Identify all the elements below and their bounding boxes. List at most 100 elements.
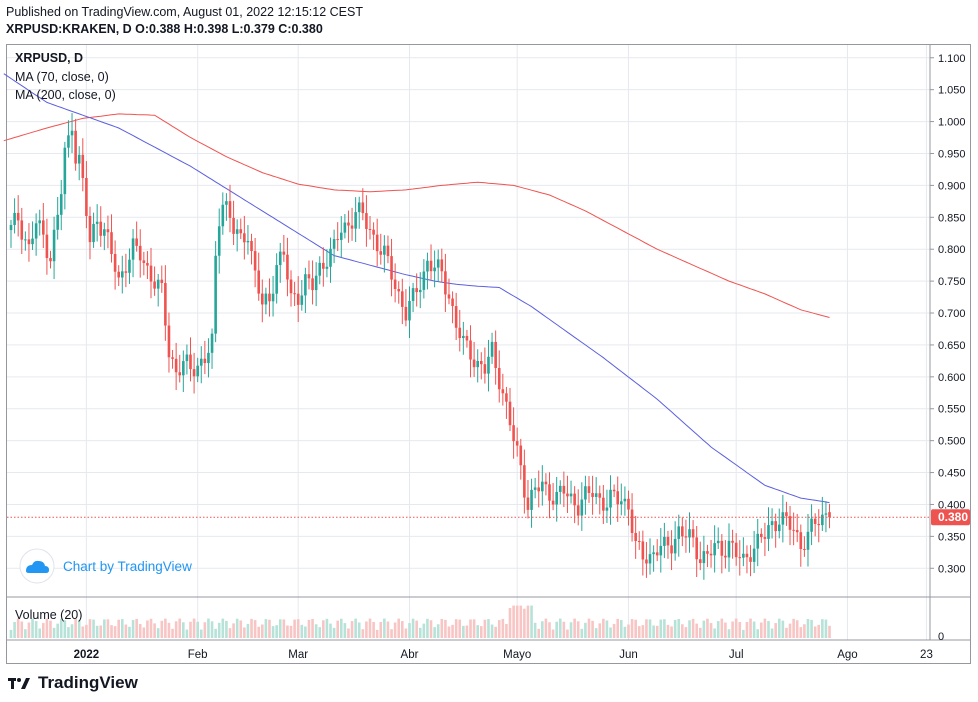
- volume-bar: [462, 625, 465, 638]
- volume-bar: [777, 618, 781, 638]
- candle-body: [329, 248, 332, 267]
- volume-bar: [666, 624, 670, 638]
- volume-bar: [203, 622, 207, 638]
- candle-body: [472, 359, 476, 368]
- candle-body: [246, 240, 250, 243]
- volume-bar: [45, 618, 49, 638]
- volume-bar: [74, 618, 77, 638]
- candle-body: [573, 493, 576, 506]
- candle-body: [580, 499, 584, 516]
- volume-bar: [530, 605, 533, 638]
- candle-body: [386, 245, 390, 257]
- x-tick-label: 2022: [74, 649, 100, 661]
- volume-bar: [630, 619, 634, 638]
- candle-body: [203, 358, 207, 364]
- candle-body: [196, 365, 199, 377]
- x-tick-label: Feb: [188, 649, 208, 661]
- candle-body: [702, 551, 706, 564]
- volume-bar: [408, 623, 411, 638]
- price-axis[interactable]: 0.300 0.350 0.400 0.450 0.500 0.550 0.600 0.650…: [930, 53, 966, 643]
- candle-body: [469, 340, 472, 360]
- volume-bar: [483, 619, 487, 638]
- candle-body: [13, 212, 16, 225]
- candle-body: [810, 518, 813, 532]
- candle-body: [411, 288, 415, 301]
- candle-body: [641, 541, 645, 560]
- candle-body: [235, 229, 239, 234]
- candle-body: [27, 239, 31, 245]
- volume-bar: [673, 619, 677, 638]
- volume-bar: [196, 621, 199, 638]
- volume-bar: [253, 620, 257, 638]
- candle-body: [322, 262, 325, 269]
- volume-bar: [788, 623, 792, 638]
- volume-bar: [742, 629, 745, 638]
- volume-bar: [27, 622, 31, 638]
- volume-bar: [329, 623, 332, 638]
- volume-bar: [142, 627, 146, 638]
- candle-body: [760, 533, 763, 538]
- volume-bar: [562, 621, 566, 638]
- y-tick-label: 0.600: [938, 372, 966, 384]
- candle-body: [440, 259, 444, 272]
- candle-body: [390, 256, 393, 280]
- volume-bar: [199, 629, 203, 638]
- last-price-label: 0.380: [938, 510, 968, 524]
- candle-body: [77, 154, 81, 164]
- candle-body: [214, 255, 217, 334]
- candle-body: [286, 254, 289, 280]
- watermark[interactable]: Chart by TradingView: [19, 548, 192, 584]
- candle-body: [487, 356, 490, 374]
- candle-body: [135, 238, 138, 246]
- candle-body: [314, 275, 318, 291]
- volume-bar: [131, 620, 135, 638]
- candle-body: [605, 507, 609, 511]
- candle-body: [95, 221, 99, 224]
- volume-bar: [684, 627, 688, 638]
- volume-bar: [609, 627, 612, 638]
- candle-body: [311, 278, 314, 291]
- candle-body: [120, 271, 124, 278]
- candle-body: [383, 245, 386, 255]
- volume-bar: [688, 620, 691, 638]
- volume-bar: [189, 621, 192, 638]
- candle-body: [695, 537, 698, 560]
- candle-body: [372, 229, 375, 235]
- candle-body: [182, 361, 185, 376]
- candle-body: [659, 545, 663, 556]
- volume-bar: [210, 621, 214, 638]
- candle-body: [408, 300, 411, 321]
- volume-bar: [314, 624, 318, 638]
- volume-bar: [533, 622, 537, 638]
- candle-body: [146, 263, 149, 266]
- candle-body: [153, 281, 156, 289]
- volume-bar: [648, 619, 652, 638]
- candle-body: [688, 529, 691, 538]
- volume-bar: [228, 628, 232, 638]
- volume-bar: [77, 619, 81, 638]
- candle-body: [785, 512, 788, 517]
- published-text: Published on TradingView.com, August 01,…: [6, 5, 363, 19]
- candle-body: [117, 271, 120, 278]
- volume-bar: [580, 628, 584, 638]
- candle-body: [494, 341, 497, 368]
- volume-bar: [616, 618, 620, 638]
- volume-bar: [576, 621, 580, 638]
- candle-body: [429, 260, 433, 272]
- watermark-text: Chart by TradingView: [63, 559, 192, 574]
- volume-bar: [548, 622, 551, 638]
- candle-body: [92, 223, 95, 243]
- volume-bar: [501, 618, 505, 638]
- volume-bar: [225, 620, 228, 638]
- candle-body: [490, 341, 494, 357]
- candle-body: [627, 498, 630, 510]
- footer-brand[interactable]: TradingView: [8, 673, 138, 693]
- volume-bar: [174, 621, 178, 638]
- candle-body: [616, 491, 620, 505]
- time-axis[interactable]: 2022 Feb Mar Abr Mayo Jun Jul Ago 23: [74, 649, 933, 661]
- candle-body: [336, 239, 339, 241]
- volume-bar: [792, 618, 795, 638]
- candle-body: [124, 271, 128, 273]
- candle-body: [526, 497, 530, 510]
